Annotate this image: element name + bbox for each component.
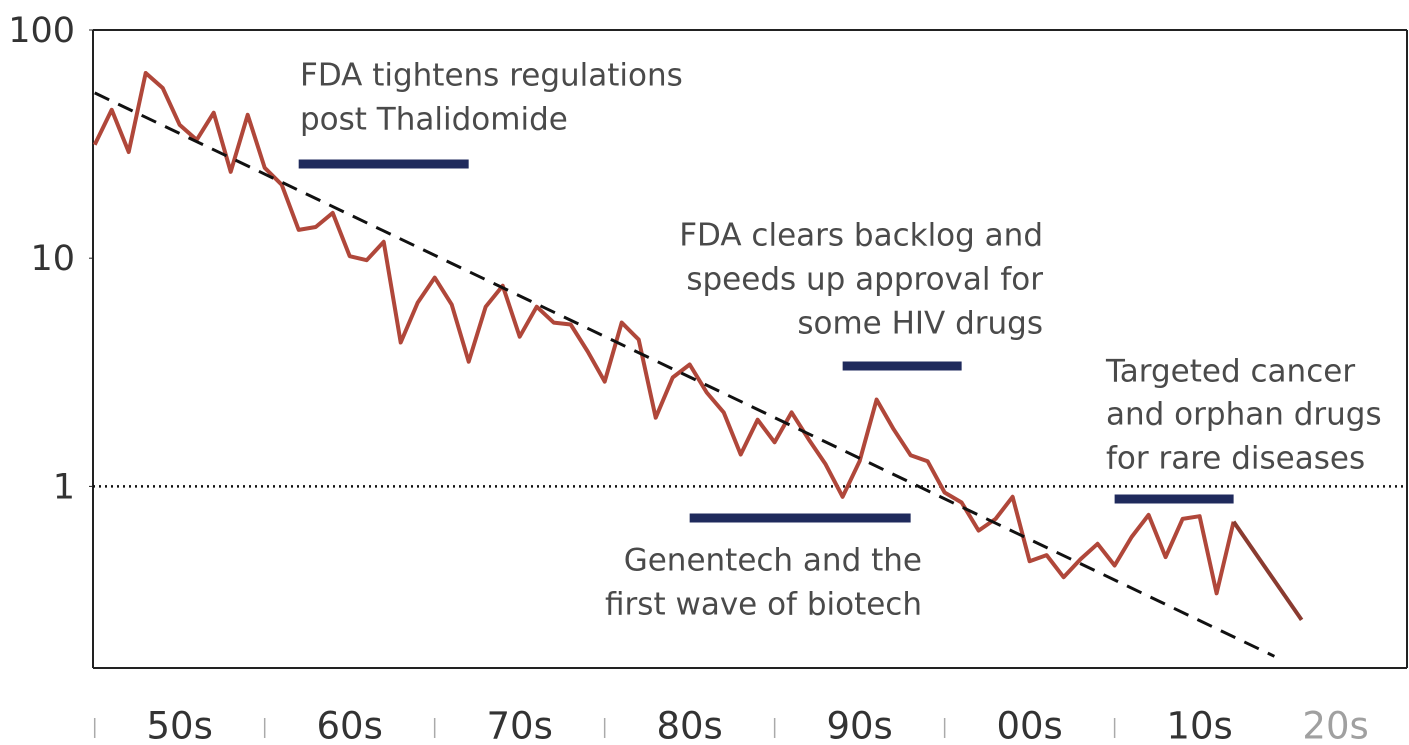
trend-line — [94, 91, 1276, 658]
annotation-text: Genentech and the — [624, 543, 922, 579]
x-tick-label: 20s — [1302, 705, 1368, 745]
annotation-text: some HIV drugs — [797, 306, 1043, 342]
annotation-text: for rare diseases — [1106, 441, 1365, 477]
x-tick-label: 80s — [656, 705, 722, 745]
annotation-text: post Thalidomide — [300, 102, 568, 138]
annotation-text: first wave of biotech — [605, 587, 922, 623]
plot-frame — [92, 29, 1408, 669]
annotation-text: speeds up approval for — [686, 262, 1043, 298]
data-line — [92, 71, 1236, 596]
y-tick-label: 10 — [30, 239, 75, 279]
annotation-text: FDA tightens regulations — [300, 58, 683, 94]
x-tick-label: 90s — [826, 705, 892, 745]
y-tick-label: 100 — [8, 11, 75, 51]
annotation-text: Targeted cancer — [1105, 354, 1355, 390]
y-tick-label: 1 — [53, 467, 75, 507]
x-tick-label: 50s — [147, 705, 213, 745]
annotation-text: FDA clears backlog and — [679, 218, 1043, 254]
x-tick-label: 10s — [1166, 705, 1232, 745]
x-tick-label: 70s — [486, 705, 552, 745]
data-line — [1231, 520, 1304, 622]
annotation-text: and orphan drugs — [1106, 397, 1382, 433]
x-tick-label: 60s — [317, 705, 383, 745]
x-tick-label: 00s — [996, 705, 1062, 745]
